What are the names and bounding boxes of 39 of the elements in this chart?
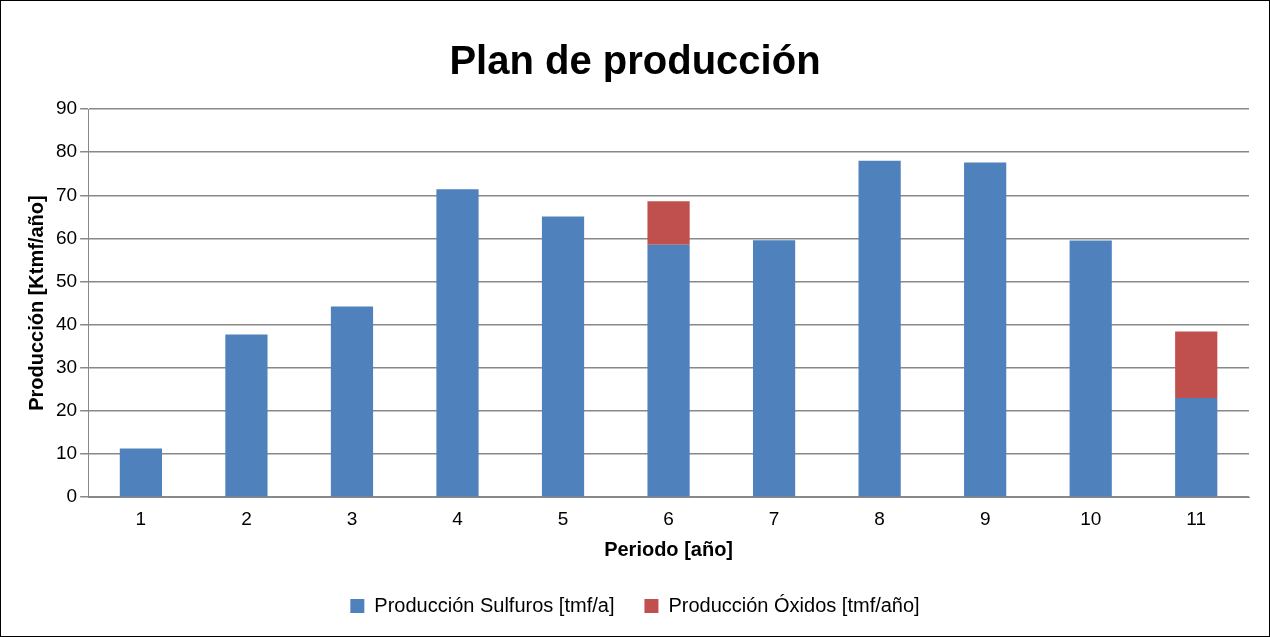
bar (330, 306, 374, 497)
bar (964, 162, 1007, 497)
legend-label: Producción Óxidos [tmf/año] (668, 593, 920, 616)
x-tick-label: 4 (452, 507, 464, 529)
bar (647, 201, 690, 245)
y-tick-label: 90 (55, 97, 78, 119)
x-axis-title: Periodo [año] (604, 537, 734, 560)
x-tick-label: 6 (663, 507, 674, 529)
bar (752, 240, 796, 497)
chart-title: Plan de producción (449, 38, 821, 83)
y-tick-label: 60 (55, 226, 78, 248)
bar (541, 216, 585, 497)
bar (225, 334, 268, 497)
x-tick-label: 3 (346, 507, 358, 529)
bar (1175, 397, 1218, 497)
x-tick-label: 1 (135, 507, 147, 529)
x-tick-label: 9 (979, 507, 991, 529)
x-tick-label: 10 (1080, 507, 1102, 529)
y-tick-label: 70 (55, 183, 78, 205)
bar (119, 448, 163, 497)
bar (1175, 331, 1218, 398)
x-tick-label: 2 (241, 507, 252, 529)
bar (1069, 240, 1112, 497)
y-tick-label: 10 (55, 442, 78, 464)
x-tick-label: 8 (874, 507, 885, 529)
y-tick-label: 80 (55, 140, 78, 162)
x-tick-label: 11 (1186, 507, 1207, 529)
y-tick-label: 0 (66, 485, 78, 507)
legend-label: Producción Sulfuros [tmf/a] (374, 593, 615, 616)
x-tick-label: 7 (768, 507, 780, 529)
y-tick-label: 40 (55, 312, 78, 334)
y-tick-label: 20 (55, 399, 78, 421)
y-axis-title: Producción [Ktmf/año] (24, 195, 47, 411)
bar (858, 160, 901, 497)
bar (647, 244, 690, 497)
y-tick-label: 50 (55, 269, 78, 291)
bar (436, 189, 479, 497)
x-tick-label: 5 (557, 507, 569, 529)
y-tick-label: 30 (55, 356, 78, 378)
